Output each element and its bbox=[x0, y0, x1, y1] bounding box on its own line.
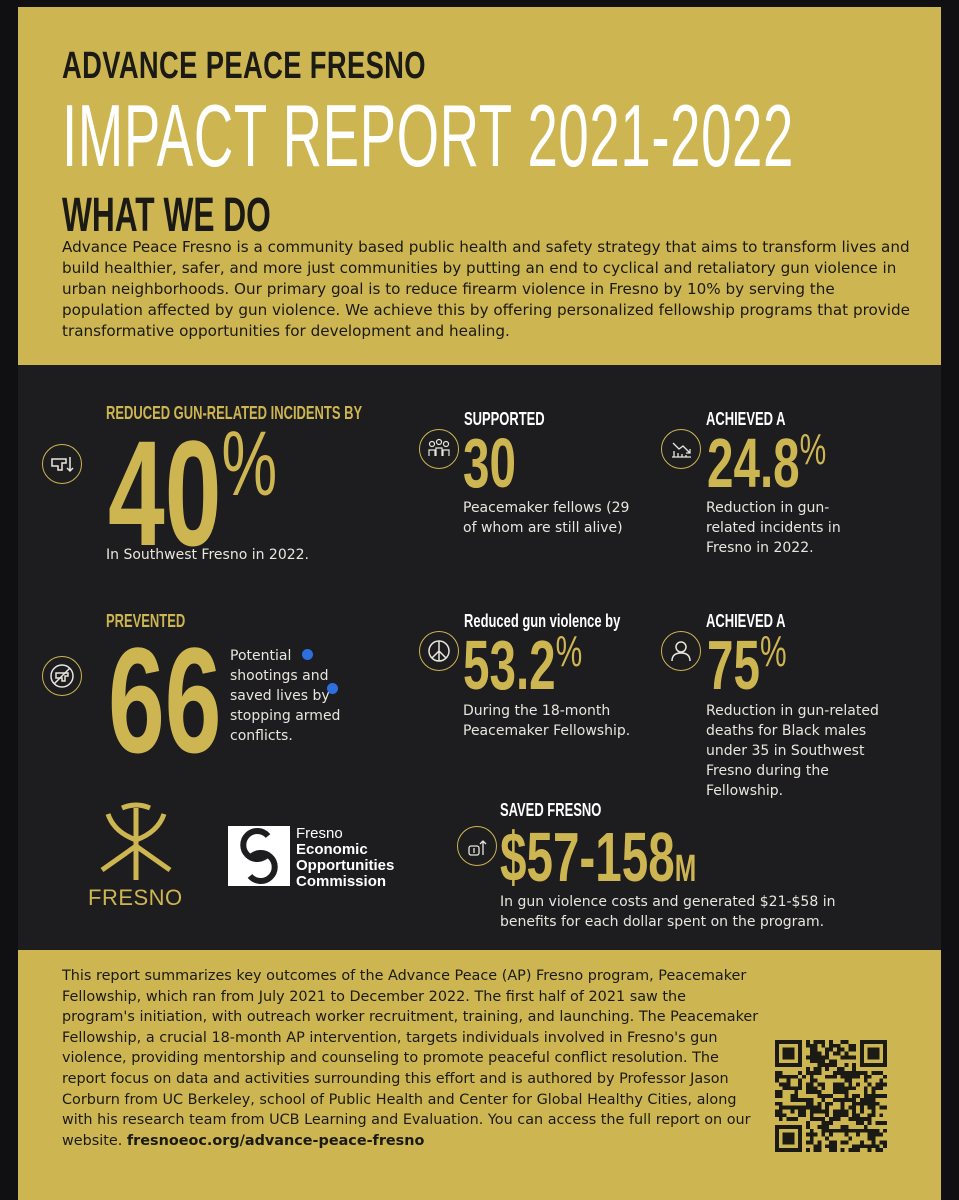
fresno-logo-text: FRESNO bbox=[88, 885, 183, 910]
stat-label: PREVENTED bbox=[106, 611, 186, 631]
stat-value-30: 30 bbox=[463, 424, 516, 502]
footer-text: This report summarizes key outcomes of t… bbox=[62, 968, 759, 1149]
qr-code[interactable] bbox=[775, 1040, 887, 1152]
footer-paragraph: This report summarizes key outcomes of t… bbox=[62, 966, 762, 1151]
stat-desc: Peacemaker fellows (29 of whom are still… bbox=[463, 500, 630, 536]
stat-desc: Reduction in gun-related incidents in Fr… bbox=[706, 500, 841, 556]
stat-desc: Reduction in gun-related deaths for Blac… bbox=[706, 703, 879, 799]
peace-icon bbox=[419, 631, 459, 671]
stat-label: ACHIEVED A bbox=[706, 611, 786, 631]
page-title: IMPACT REPORT 2021-2022 bbox=[62, 86, 794, 185]
chart-down-icon bbox=[661, 429, 701, 469]
stat-value-66: 66 bbox=[108, 616, 222, 784]
stat-value-53-2: 53.2% bbox=[463, 626, 583, 704]
gun-down-icon bbox=[42, 444, 82, 484]
stat-desc: Potential shootings and saved lives by s… bbox=[230, 648, 341, 744]
stat-label: REDUCED GUN-RELATED INCIDENTS BY bbox=[106, 403, 363, 423]
stat-desc: In Southwest Fresno in 2022. bbox=[106, 547, 310, 563]
selection-handle[interactable] bbox=[302, 649, 313, 660]
eoc-line: Economic bbox=[296, 841, 368, 858]
stat-value-40: 40% bbox=[108, 409, 278, 577]
people-icon bbox=[419, 429, 459, 469]
stat-desc: In gun violence costs and generated $21-… bbox=[500, 894, 836, 930]
report-link[interactable]: fresnoeoc.org/advance-peace-fresno bbox=[126, 1132, 425, 1149]
org-name: ADVANCE PEACE FRESNO bbox=[62, 45, 426, 87]
eoc-logo-text: Fresno Economic Opportunities Commission bbox=[296, 826, 394, 890]
stat-label: SAVED FRESNO bbox=[500, 800, 602, 820]
stat-value-75: 75% bbox=[707, 626, 787, 704]
person-icon bbox=[661, 631, 701, 671]
eoc-line: Commission bbox=[296, 873, 387, 890]
section-heading: WHAT WE DO bbox=[62, 189, 271, 242]
intro-paragraph: Advance Peace Fresno is a community base… bbox=[62, 238, 910, 340]
stat-label: Reduced gun violence by bbox=[464, 611, 621, 631]
no-gun-icon bbox=[42, 656, 82, 696]
advance-peace-logo bbox=[100, 802, 172, 880]
header-band bbox=[18, 7, 941, 365]
stat-label: ACHIEVED A bbox=[706, 409, 786, 429]
stat-value-24-8: 24.8% bbox=[707, 424, 827, 502]
stat-value-57-158: $57-158M bbox=[500, 818, 697, 896]
stat-label: SUPPORTED bbox=[464, 409, 545, 429]
stat-desc: During the 18-month Peacemaker Fellowshi… bbox=[463, 703, 631, 739]
eoc-line: Fresno bbox=[296, 825, 343, 842]
eoc-logo-mark bbox=[228, 826, 290, 886]
eoc-line: Opportunities bbox=[296, 857, 395, 874]
money-up-icon bbox=[457, 826, 497, 866]
selection-handle[interactable] bbox=[327, 683, 338, 694]
